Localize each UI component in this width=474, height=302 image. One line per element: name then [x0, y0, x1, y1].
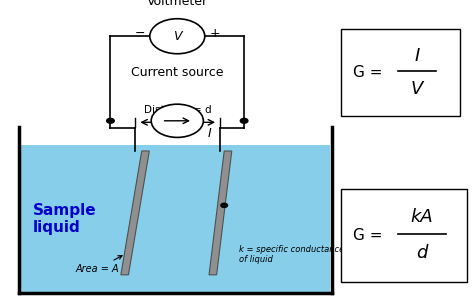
Text: I: I [208, 127, 212, 140]
Circle shape [150, 19, 205, 54]
Circle shape [240, 118, 248, 123]
Text: Current source: Current source [131, 66, 224, 79]
Text: Distance = d: Distance = d [144, 105, 211, 115]
Bar [20, 145, 330, 292]
Circle shape [107, 118, 114, 123]
Text: Sample
liquid: Sample liquid [33, 203, 97, 235]
Polygon shape [121, 151, 149, 275]
Circle shape [151, 104, 203, 137]
Text: kA: kA [410, 208, 433, 226]
Text: V: V [173, 30, 182, 43]
Text: Voltmeter: Voltmeter [147, 0, 208, 8]
Text: −: − [135, 27, 145, 40]
Text: G =: G = [353, 228, 388, 243]
Polygon shape [209, 151, 232, 275]
FancyBboxPatch shape [341, 189, 467, 282]
Text: d: d [416, 244, 428, 262]
Text: k = specific conductance
of liquid: k = specific conductance of liquid [239, 245, 345, 264]
Circle shape [221, 203, 228, 207]
Text: +: + [210, 27, 220, 40]
Text: Area = A: Area = A [75, 255, 122, 274]
Text: V: V [411, 80, 423, 98]
Text: I: I [414, 47, 420, 65]
FancyBboxPatch shape [341, 29, 460, 116]
Text: G =: G = [353, 65, 388, 80]
